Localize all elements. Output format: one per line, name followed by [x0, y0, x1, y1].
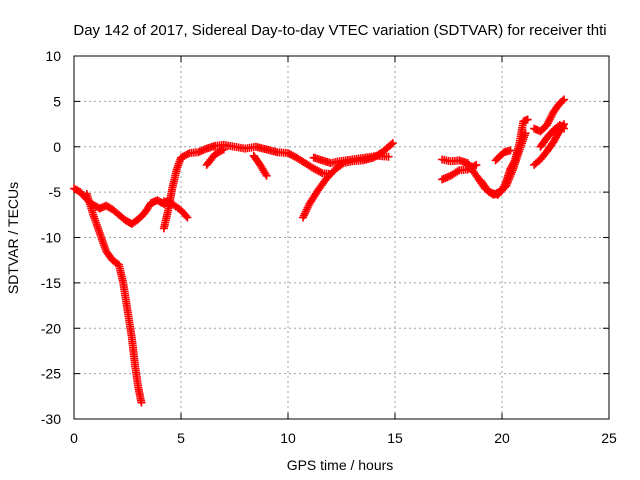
y-tick-label: -25 [41, 366, 61, 382]
data-point-marker [384, 152, 393, 161]
data-point-marker [470, 161, 479, 170]
y-tick-label: 0 [53, 139, 61, 155]
y-tick-label: 10 [45, 48, 61, 64]
x-tick-label: 20 [494, 430, 510, 446]
data-point-marker [523, 115, 532, 124]
plot-frame [73, 55, 610, 420]
series-track-11 [476, 129, 530, 199]
series-track-5 [202, 145, 228, 169]
chart-title: Day 142 of 2017, Sidereal Day-to-day VTE… [73, 22, 606, 39]
data-point-marker [183, 213, 192, 222]
x-tick-label: 15 [387, 430, 403, 446]
series-track-15 [536, 120, 569, 151]
series-track-10 [438, 160, 481, 184]
tick-layer: 0 5 10 15 20 25 10 5 0 -5 -10 -15 -20 -25 -30 [41, 48, 617, 446]
data-point-marker [316, 168, 325, 177]
data-point-marker [543, 119, 552, 128]
x-tick-label: 10 [280, 430, 296, 446]
data-point-marker [544, 117, 553, 126]
series-track-8 [309, 151, 393, 168]
series-track-6 [249, 151, 271, 180]
x-axis-label: GPS time / hours [287, 457, 394, 473]
data-point-marker [137, 398, 146, 407]
x-tick-label: 5 [177, 430, 185, 446]
grid-layer [74, 56, 609, 419]
y-tick-label: -5 [49, 184, 62, 200]
x-tick-label: 0 [70, 430, 78, 446]
data-point-marker [182, 212, 191, 221]
y-tick-label: -20 [41, 320, 61, 336]
series-track-7 [298, 139, 397, 222]
data-point-marker [261, 169, 270, 178]
data-layer [70, 95, 569, 407]
data-point-marker [388, 139, 397, 148]
y-axis-label: SDTVAR / TECUs [5, 182, 21, 294]
data-point-marker [387, 140, 396, 149]
data-point-marker [547, 111, 556, 120]
data-point-marker [183, 150, 192, 159]
x-tick-label: 25 [601, 430, 617, 446]
series-track-4 [159, 140, 333, 233]
data-point-marker [219, 145, 228, 154]
data-point-marker [545, 115, 554, 124]
data-point-marker [542, 120, 551, 129]
series-track-2 [82, 189, 146, 407]
data-point-marker [560, 124, 569, 133]
data-point-marker [546, 113, 555, 122]
y-tick-label: 5 [53, 93, 61, 109]
data-point-marker [558, 123, 567, 132]
data-point-marker [506, 146, 515, 155]
data-point-marker [560, 95, 569, 104]
data-point-marker [558, 96, 567, 105]
series-track-12 [491, 146, 515, 165]
data-point-marker [521, 129, 530, 138]
series-track-14 [530, 95, 569, 136]
series-track-1 [70, 184, 173, 228]
y-tick-label: -30 [41, 411, 61, 427]
y-tick-label: -15 [41, 275, 61, 291]
data-point-marker [262, 171, 271, 180]
data-point-marker [472, 160, 481, 169]
data-point-marker [218, 146, 227, 155]
y-tick-label: -10 [41, 230, 61, 246]
data-point-marker [453, 167, 462, 176]
